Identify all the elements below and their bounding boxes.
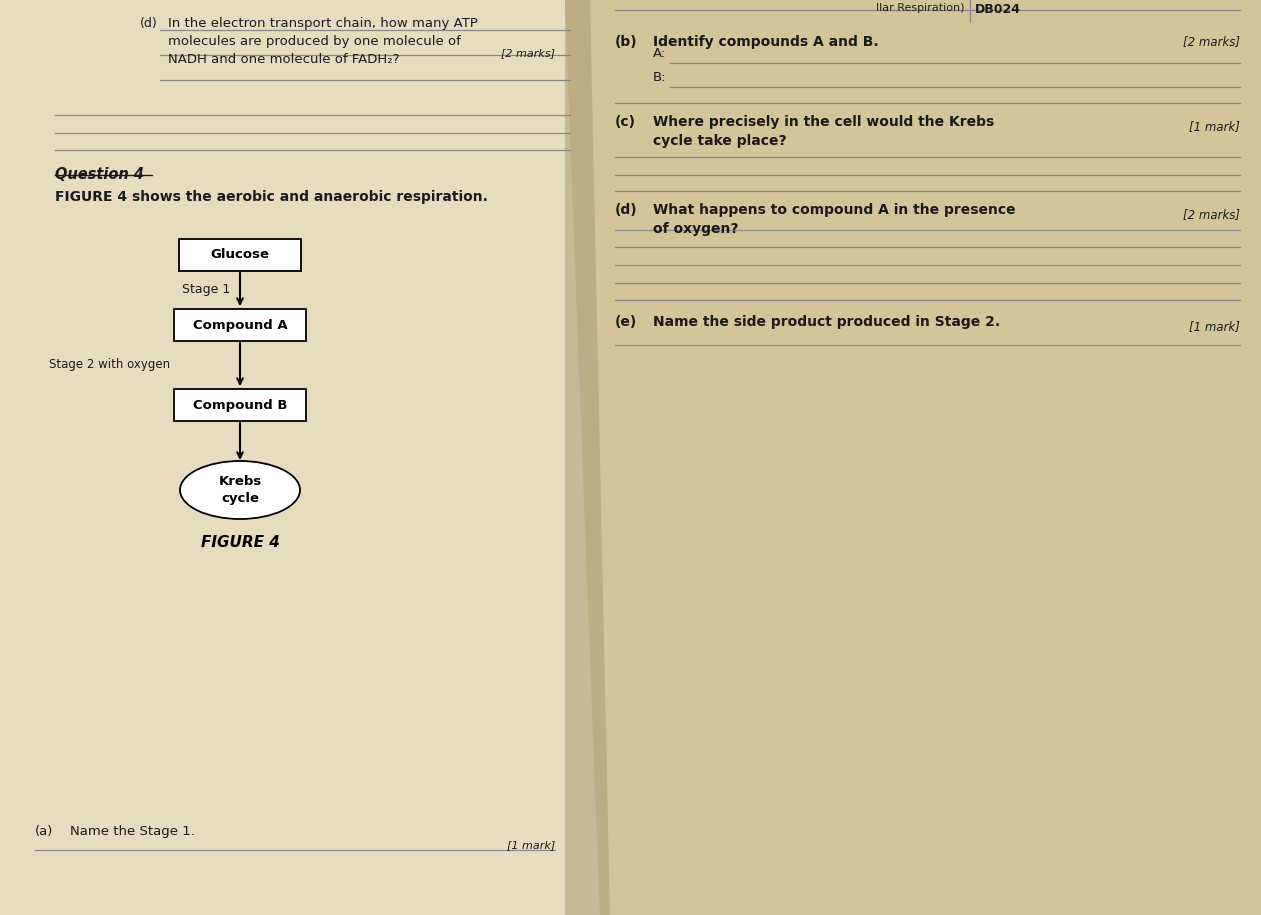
Text: Compound A: Compound A — [193, 318, 288, 331]
Text: FIGURE 4: FIGURE 4 — [200, 535, 280, 550]
FancyBboxPatch shape — [179, 239, 301, 271]
Text: Where precisely in the cell would the Krebs
cycle take place?: Where precisely in the cell would the Kr… — [653, 115, 994, 148]
Text: (a): (a) — [35, 825, 53, 838]
Polygon shape — [0, 0, 600, 915]
Text: FIGURE 4 shows the aerobic and anaerobic respiration.: FIGURE 4 shows the aerobic and anaerobic… — [55, 190, 488, 204]
Text: Name the side product produced in Stage 2.: Name the side product produced in Stage … — [653, 315, 1000, 329]
Text: [2 marks]: [2 marks] — [1183, 35, 1240, 48]
Text: Stage 2 with oxygen: Stage 2 with oxygen — [49, 358, 170, 371]
Text: Glucose: Glucose — [211, 249, 270, 262]
Text: Identify compounds A and B.: Identify compounds A and B. — [653, 35, 879, 49]
Text: DB024: DB024 — [975, 3, 1021, 16]
Text: (d): (d) — [615, 203, 638, 217]
Text: Question 4: Question 4 — [55, 167, 144, 182]
Text: (d): (d) — [140, 17, 158, 30]
Text: (c): (c) — [615, 115, 636, 129]
Text: [1 mark]: [1 mark] — [1189, 320, 1240, 333]
Text: What happens to compound A in the presence
of oxygen?: What happens to compound A in the presen… — [653, 203, 1015, 236]
FancyBboxPatch shape — [174, 389, 306, 421]
Text: [2 marks]: [2 marks] — [501, 48, 555, 58]
Text: In the electron transport chain, how many ATP
molecules are produced by one mole: In the electron transport chain, how man… — [168, 17, 478, 66]
Text: [1 mark]: [1 mark] — [1189, 120, 1240, 133]
Text: Krebs
cycle: Krebs cycle — [218, 475, 261, 505]
Polygon shape — [565, 0, 610, 915]
Text: Compound B: Compound B — [193, 399, 288, 412]
FancyBboxPatch shape — [174, 309, 306, 341]
Text: Name the Stage 1.: Name the Stage 1. — [71, 825, 195, 838]
Text: [1 mark]: [1 mark] — [507, 840, 555, 850]
Text: (b): (b) — [615, 35, 638, 49]
Text: A:: A: — [653, 47, 666, 60]
Text: llar Respiration): llar Respiration) — [876, 3, 965, 13]
Ellipse shape — [180, 461, 300, 519]
Text: B:: B: — [653, 71, 667, 84]
Text: [2 marks]: [2 marks] — [1183, 208, 1240, 221]
Polygon shape — [565, 0, 1261, 915]
Text: (e): (e) — [615, 315, 637, 329]
Text: Stage 1: Stage 1 — [182, 283, 230, 296]
